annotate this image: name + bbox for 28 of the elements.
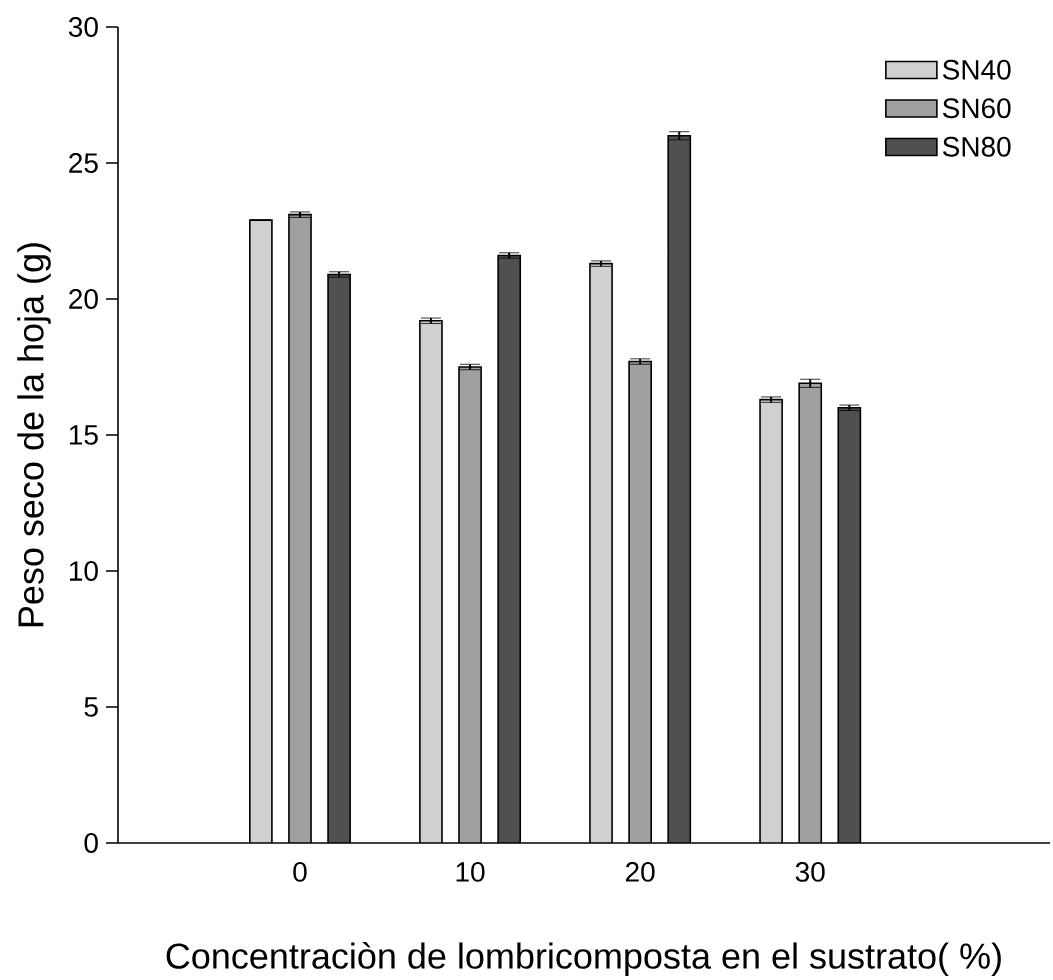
bar — [249, 220, 272, 843]
y-tick-label: 25 — [69, 153, 98, 173]
bar — [629, 361, 652, 843]
bar — [798, 382, 823, 843]
bar — [668, 135, 691, 843]
y-tick-label: 15 — [69, 425, 98, 445]
x-axis-title: Concentraciòn de lombricomposta en el sustrato( %) — [166, 942, 1001, 976]
x-tick-label: 0 — [293, 862, 307, 882]
y-tick-label: 20 — [69, 289, 98, 309]
bar — [328, 274, 351, 843]
bar — [498, 255, 521, 843]
y-tick-label: 10 — [69, 561, 98, 581]
legend-label: SN80 — [942, 136, 1011, 157]
bar — [759, 398, 783, 843]
y-tick-label: 5 — [84, 697, 98, 717]
bar — [459, 366, 482, 843]
bar — [837, 407, 862, 843]
legend-label: SN60 — [942, 98, 1011, 119]
y-axis-title: Peso seco de la hoja (g) — [17, 243, 51, 627]
bar — [589, 263, 613, 843]
bar — [288, 214, 312, 843]
bar — [419, 320, 442, 843]
x-tick-label: 10 — [456, 862, 485, 882]
x-tick-label: 30 — [795, 862, 825, 882]
y-tick-label: 30 — [68, 17, 98, 37]
y-tick-label: 0 — [84, 833, 98, 853]
x-tick-label: 20 — [625, 862, 655, 882]
legend-label: SN40 — [942, 59, 1011, 80]
